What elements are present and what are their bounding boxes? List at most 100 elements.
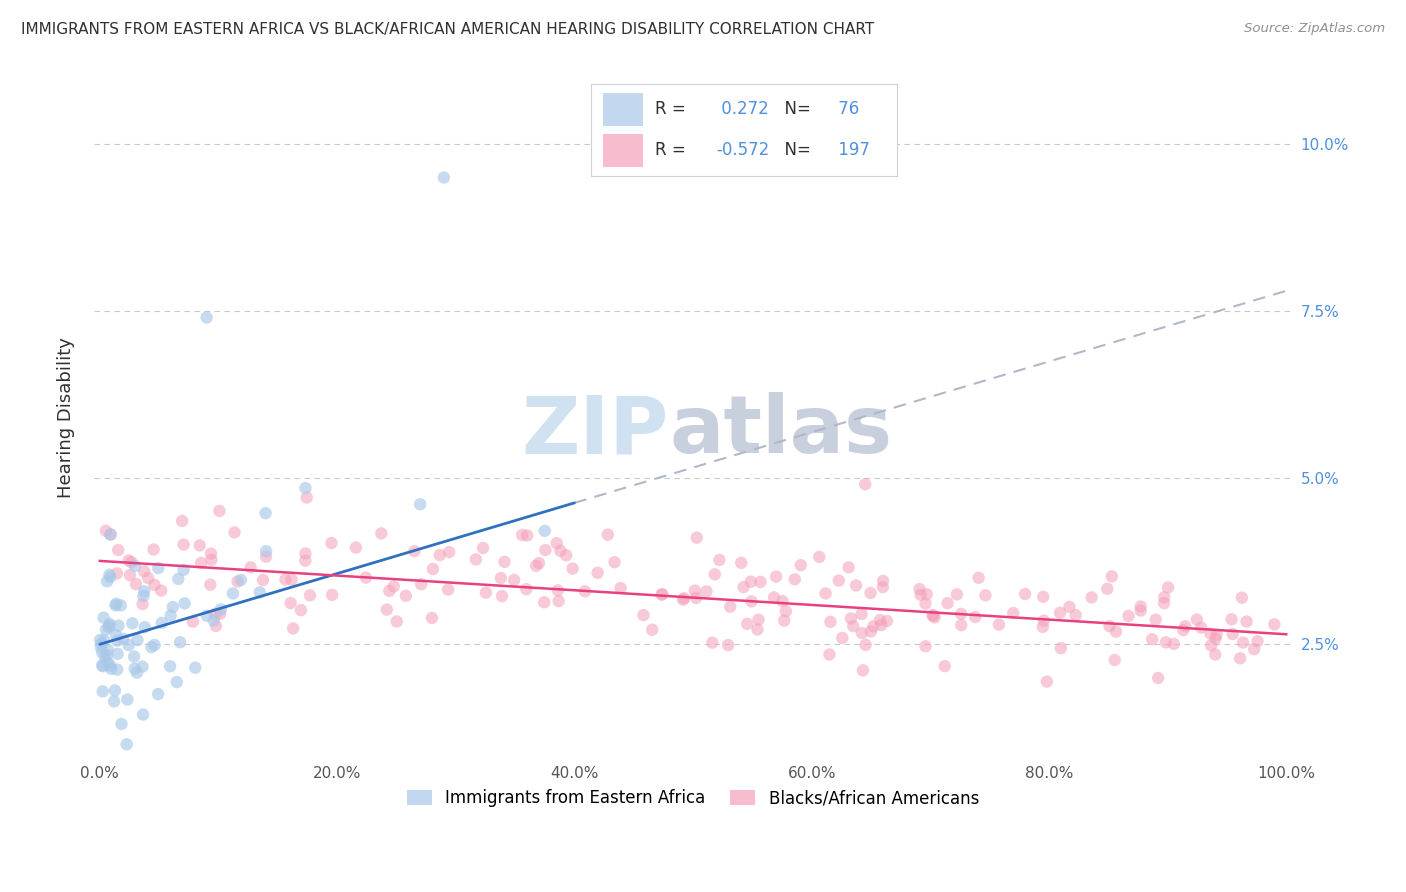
Point xyxy=(142,542,165,557)
Point xyxy=(159,659,181,673)
Point xyxy=(226,574,249,589)
Point xyxy=(205,619,228,633)
Point xyxy=(117,692,139,706)
Point xyxy=(1097,582,1119,596)
Point xyxy=(475,585,498,599)
Point xyxy=(709,553,731,567)
Point xyxy=(98,527,121,541)
Point xyxy=(150,615,173,630)
Point xyxy=(118,553,141,567)
Point xyxy=(1104,653,1126,667)
Point xyxy=(1229,651,1251,665)
Point xyxy=(609,581,631,595)
Point xyxy=(747,623,769,637)
Point xyxy=(93,611,115,625)
Point xyxy=(127,633,149,648)
Point xyxy=(533,595,555,609)
Point xyxy=(294,481,316,495)
Point xyxy=(409,497,432,511)
Point xyxy=(90,640,112,654)
Point xyxy=(673,591,696,606)
Point xyxy=(974,588,997,602)
Point xyxy=(93,633,115,648)
Point xyxy=(965,610,987,624)
Point xyxy=(134,620,156,634)
Point xyxy=(1014,587,1036,601)
Point xyxy=(596,527,619,541)
Point xyxy=(1080,591,1102,605)
Point xyxy=(100,570,122,584)
Point xyxy=(110,599,132,613)
Text: ZIP: ZIP xyxy=(522,392,669,470)
Point xyxy=(828,574,851,588)
Point xyxy=(274,573,297,587)
Point xyxy=(783,572,806,586)
Point xyxy=(1036,674,1059,689)
Point xyxy=(298,588,321,602)
Point xyxy=(1142,632,1164,647)
Point xyxy=(385,615,408,629)
Point xyxy=(775,604,797,618)
Point xyxy=(950,618,973,632)
Point xyxy=(852,664,875,678)
Point xyxy=(354,571,377,585)
Point xyxy=(173,563,195,577)
Point xyxy=(134,584,156,599)
Point xyxy=(1147,671,1170,685)
Point xyxy=(516,528,538,542)
Point xyxy=(1189,621,1212,635)
Point xyxy=(100,527,122,541)
Point xyxy=(1157,581,1180,595)
Point xyxy=(125,577,148,591)
Point xyxy=(131,659,153,673)
Point xyxy=(1098,619,1121,633)
Point xyxy=(105,633,128,648)
Point xyxy=(672,592,695,607)
Point xyxy=(254,506,277,520)
Point xyxy=(1129,603,1152,617)
Point xyxy=(747,613,769,627)
Point xyxy=(1236,615,1258,629)
Point xyxy=(503,573,526,587)
Point xyxy=(91,684,114,698)
Point xyxy=(254,544,277,558)
Point xyxy=(1263,617,1285,632)
Point xyxy=(344,541,367,555)
Point xyxy=(252,573,274,587)
Point xyxy=(853,477,876,491)
Point xyxy=(547,583,569,598)
Point xyxy=(112,632,135,646)
Point xyxy=(172,514,194,528)
Legend: Immigrants from Eastern Africa, Blacks/African Americans: Immigrants from Eastern Africa, Blacks/A… xyxy=(401,782,986,814)
Point xyxy=(1105,624,1128,639)
Point xyxy=(491,589,513,603)
Point xyxy=(1204,648,1226,662)
Point xyxy=(91,659,114,673)
Point xyxy=(249,585,271,599)
Point xyxy=(546,536,568,550)
Point xyxy=(651,587,673,601)
Point xyxy=(717,638,740,652)
Point xyxy=(110,717,132,731)
Y-axis label: Hearing Disability: Hearing Disability xyxy=(58,337,75,498)
Point xyxy=(125,665,148,680)
Point xyxy=(633,608,655,623)
Point xyxy=(749,574,772,589)
Point xyxy=(239,560,262,574)
Point xyxy=(89,632,111,647)
Point xyxy=(1199,626,1222,640)
Point xyxy=(814,586,837,600)
Point xyxy=(97,620,120,634)
Point xyxy=(851,626,873,640)
Point xyxy=(422,562,444,576)
Point xyxy=(1222,627,1244,641)
Point xyxy=(987,617,1010,632)
Point xyxy=(173,596,195,610)
Point xyxy=(143,578,166,592)
Point xyxy=(1220,612,1243,626)
Point xyxy=(703,567,725,582)
Point xyxy=(150,583,173,598)
Point xyxy=(586,566,609,580)
Point xyxy=(204,607,226,621)
Point xyxy=(378,583,401,598)
